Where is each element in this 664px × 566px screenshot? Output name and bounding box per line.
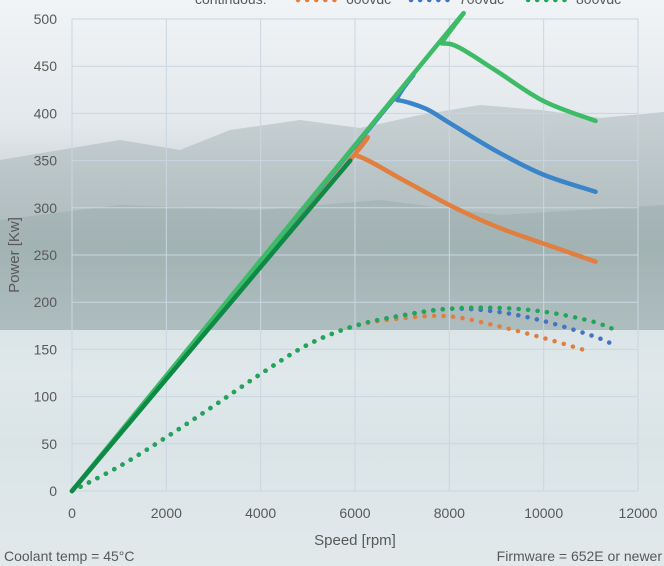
shared-linear-segment bbox=[69, 158, 353, 494]
y-tick-label-3: 150 bbox=[34, 341, 58, 357]
legend: continuous: 600vdc 700vdc 800vdc bbox=[195, 0, 621, 7]
y-tick-label-8: 400 bbox=[34, 105, 58, 121]
axes: 0 50 100 150 200 250 300 350 400 450 500 0 2000 4000 6… bbox=[34, 11, 658, 521]
y-tick-label-1: 50 bbox=[41, 436, 57, 452]
x-tick-label-3: 6000 bbox=[339, 505, 370, 521]
x-tick-label-6: 12000 bbox=[619, 505, 658, 521]
series-line-700vdc bbox=[69, 306, 612, 494]
y-tick-label-4: 200 bbox=[34, 294, 58, 310]
y-tick-label-6: 300 bbox=[34, 200, 58, 216]
x-tick-label-4: 8000 bbox=[434, 505, 465, 521]
x-tick-label-2: 4000 bbox=[245, 505, 276, 521]
x-axis-title: Speed [rpm] bbox=[314, 532, 396, 549]
legend-label-700vdc: 700vdc bbox=[459, 0, 504, 7]
series-line-600vdc bbox=[69, 313, 591, 494]
y-tick-label-5: 250 bbox=[34, 247, 58, 263]
y-tick-label-0: 0 bbox=[49, 483, 57, 499]
legend-label-600vdc: 600vdc bbox=[346, 0, 391, 7]
x-tick-label-5: 10000 bbox=[524, 505, 563, 521]
firmware-note: Firmware = 652E or newer bbox=[496, 548, 662, 564]
legend-label-800vdc: 800vdc bbox=[576, 0, 621, 7]
y-tick-label-7: 350 bbox=[34, 153, 58, 169]
grid-lines bbox=[71, 18, 639, 492]
coolant-temp-note: Coolant temp = 45°C bbox=[4, 548, 135, 564]
x-tick-label-0: 0 bbox=[68, 505, 76, 521]
y-tick-label-9: 450 bbox=[34, 58, 58, 74]
series-line-800vdc-peak bbox=[69, 10, 598, 494]
legend-fragment-text: continuous: bbox=[195, 0, 267, 7]
series-layer bbox=[69, 10, 620, 494]
y-tick-label-10: 500 bbox=[34, 11, 58, 27]
y-axis-title: Power [Kw] bbox=[6, 217, 23, 293]
x-tick-label-1: 2000 bbox=[151, 505, 182, 521]
series-line-700vdc-peak bbox=[69, 72, 598, 494]
y-tick-label-2: 100 bbox=[34, 389, 58, 405]
